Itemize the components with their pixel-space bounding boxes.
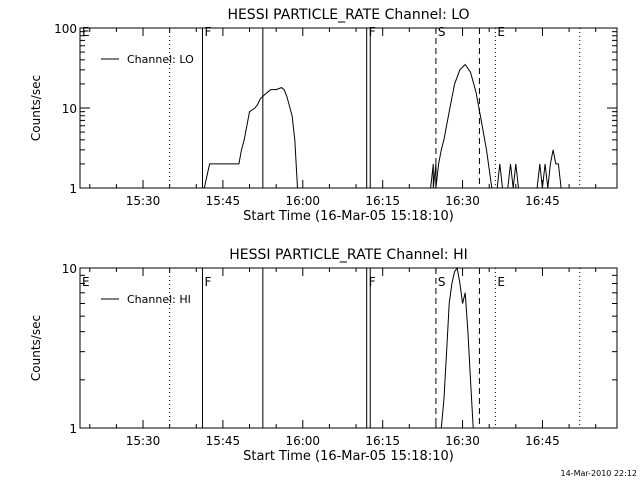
y-tick-label: 10 bbox=[62, 262, 77, 276]
event-label: S bbox=[438, 275, 446, 289]
chart-panel-lo: HESSI PARTICLE_RATE Channel: LO 15:30 15:4… bbox=[29, 7, 618, 224]
event-label: S bbox=[438, 25, 446, 39]
x-tick-label: 15:45 bbox=[206, 194, 241, 208]
x-tick-label: 15:30 bbox=[126, 434, 161, 448]
x-tick-label: 16:30 bbox=[445, 194, 480, 208]
event-label: F bbox=[204, 275, 211, 289]
y-tick-label: 1 bbox=[69, 422, 77, 436]
x-tick-label: 15:30 bbox=[126, 194, 161, 208]
event-label: F bbox=[369, 275, 376, 289]
chart-title: HESSI PARTICLE_RATE Channel: LO bbox=[227, 7, 469, 23]
x-axis-label: Start Time (16-Mar-05 15:18:10) bbox=[243, 449, 454, 464]
chart-panel-hi: HESSI PARTICLE_RATE Channel: HI 15:30 15:4… bbox=[29, 247, 618, 464]
x-tick-label: 16:00 bbox=[285, 434, 320, 448]
event-label: E bbox=[82, 25, 90, 39]
y-axis-label: Counts/sec bbox=[29, 75, 43, 141]
x-tick-label: 15:45 bbox=[206, 434, 241, 448]
y-axis-label: Counts/sec bbox=[29, 315, 43, 381]
footer-timestamp: 14-Mar-2010 22:12 bbox=[561, 469, 638, 478]
x-tick-label: 16:45 bbox=[525, 434, 560, 448]
event-label: F bbox=[204, 25, 211, 39]
x-tick-label: 16:15 bbox=[365, 194, 400, 208]
y-tick-label: 1 bbox=[69, 182, 77, 196]
x-tick-label: 16:45 bbox=[525, 194, 560, 208]
series-line-hi bbox=[440, 266, 474, 429]
legend-label: Channel: LO bbox=[127, 53, 194, 66]
event-label: F bbox=[369, 25, 376, 39]
x-axis-label: Start Time (16-Mar-05 15:18:10) bbox=[243, 209, 454, 224]
event-label: E bbox=[497, 275, 505, 289]
series-line-lo bbox=[203, 63, 562, 189]
chart-title: HESSI PARTICLE_RATE Channel: HI bbox=[229, 247, 467, 263]
event-label: E bbox=[497, 25, 505, 39]
y-tick-label: 10 bbox=[62, 102, 77, 116]
x-tick-label: 16:15 bbox=[365, 434, 400, 448]
x-tick-label: 16:00 bbox=[285, 194, 320, 208]
legend-label: Channel: HI bbox=[127, 293, 191, 306]
event-label: E bbox=[82, 275, 90, 289]
x-tick-label: 16:30 bbox=[445, 434, 480, 448]
y-tick-label: 100 bbox=[54, 22, 77, 36]
